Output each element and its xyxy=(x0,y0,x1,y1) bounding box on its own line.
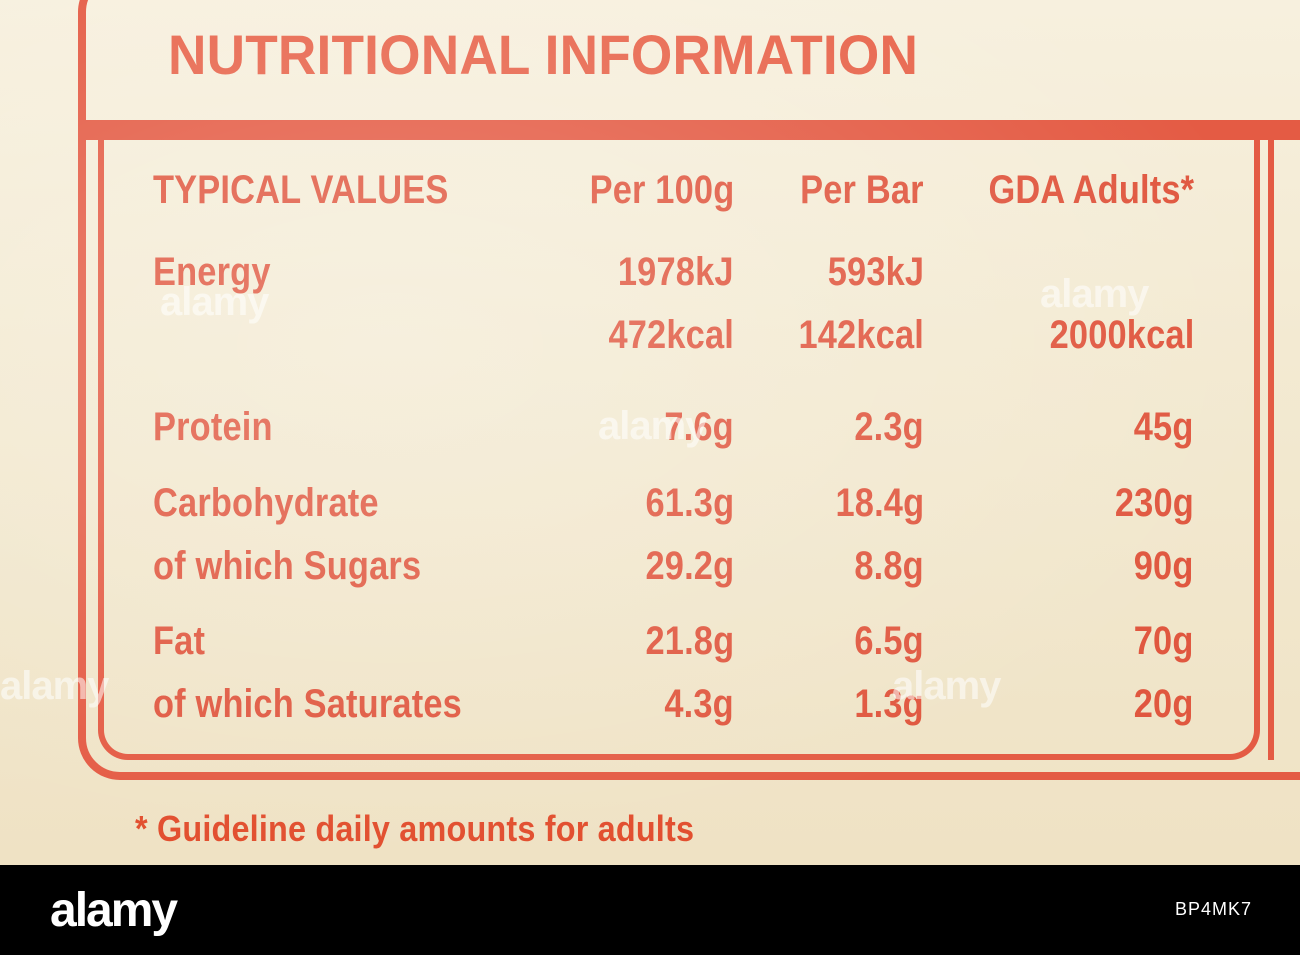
brand-logo: alamy xyxy=(50,884,178,937)
energy-kj-per-bar: 593kJ xyxy=(827,250,924,294)
carbohydrate-per-bar: 18.4g xyxy=(835,481,924,525)
sugars-per-100g: 29.2g xyxy=(645,544,734,588)
adjacent-panel-border xyxy=(1268,140,1300,760)
saturates-per-bar: 1.3g xyxy=(854,682,924,726)
header-divider xyxy=(80,120,1300,140)
watermark-text: alamy xyxy=(1040,272,1149,316)
fat-per-100g: 21.8g xyxy=(645,619,734,663)
protein-per-bar: 2.3g xyxy=(854,405,924,449)
stock-footer-bar: alamy BP4MK7 xyxy=(0,865,1300,955)
header-typical-values: TYPICAL VALUES xyxy=(153,168,449,212)
label-photo: NUTRITIONAL INFORMATION TYPICAL VALUES P… xyxy=(0,0,1300,865)
protein-per-100g: 7.6g xyxy=(664,405,734,449)
header-gda-adults: GDA Adults* xyxy=(988,168,1194,212)
watermark-text: alamy xyxy=(0,664,109,708)
fat-per-bar: 6.5g xyxy=(854,619,924,663)
energy-kcal-gda: 2000kcal xyxy=(1049,313,1194,357)
header-per-100g: Per 100g xyxy=(589,168,734,212)
watermark-text: alamy xyxy=(892,664,1001,708)
watermark-text: alamy xyxy=(598,404,707,448)
fat-gda: 70g xyxy=(1134,619,1194,663)
energy-kcal-per-bar: 142kcal xyxy=(798,313,924,357)
row-label-saturates: of which Saturates xyxy=(153,682,462,726)
row-label-energy: Energy xyxy=(153,250,271,294)
image-id: BP4MK7 xyxy=(1174,899,1252,919)
row-label-carbohydrate: Carbohydrate xyxy=(153,481,379,525)
saturates-per-100g: 4.3g xyxy=(664,682,734,726)
gda-footnote: * Guideline daily amounts for adults xyxy=(135,808,695,849)
energy-kj-per-100g: 1978kJ xyxy=(618,250,734,294)
sugars-gda: 90g xyxy=(1134,544,1194,588)
energy-kcal-per-100g: 472kcal xyxy=(608,313,734,357)
panel-title: NUTRITIONAL INFORMATION xyxy=(168,23,919,86)
carbohydrate-per-100g: 61.3g xyxy=(645,481,734,525)
table-border xyxy=(98,130,1260,760)
carbohydrate-gda: 230g xyxy=(1114,481,1194,525)
row-label-fat: Fat xyxy=(153,619,206,663)
protein-gda: 45g xyxy=(1134,405,1194,449)
watermark-text: alamy xyxy=(160,280,269,324)
sugars-per-bar: 8.8g xyxy=(854,544,924,588)
saturates-gda: 20g xyxy=(1134,682,1194,726)
row-label-protein: Protein xyxy=(153,405,273,449)
row-label-sugars: of which Sugars xyxy=(153,544,422,588)
panel-outer-border xyxy=(78,0,1300,780)
header-per-bar: Per Bar xyxy=(800,168,924,212)
